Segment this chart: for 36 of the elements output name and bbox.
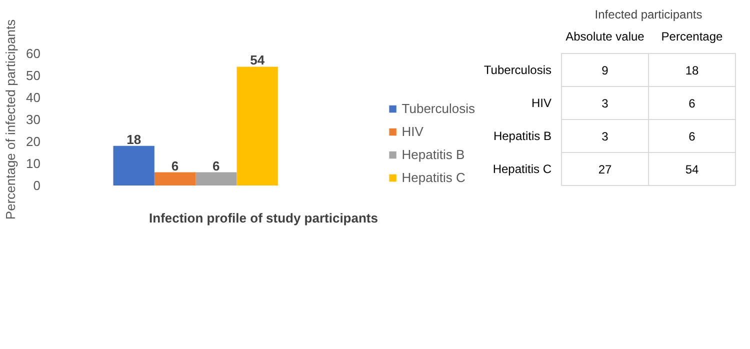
y-tick-label: 30 [26,112,41,127]
x-tick-label: Percentage [661,30,724,44]
legend-label: Hepatitis C [402,170,466,185]
data-label: 6 [688,130,696,144]
y-tick-label: 20 [26,134,41,149]
chart-title: Infected participants [594,8,702,22]
data-label: 18 [126,132,142,147]
y-tick-label: 10 [26,156,41,171]
data-label: 18 [685,64,699,78]
bar [113,146,154,186]
data-label: 54 [685,162,699,176]
y-tick-label: Hepatitis B [493,129,552,143]
bar [154,172,196,186]
data-label: 6 [688,96,696,110]
x-tick-label: Absolute value [566,30,645,44]
y-tick-label: Tuberculosis [484,63,552,77]
y-axis-title: Percentage of infected participants [3,18,18,220]
legend-label: Hepatitis B [402,147,465,162]
y-tick-label: Hepatitis C [492,162,552,176]
data-label: 9 [602,64,609,78]
y-tick-label: 0 [33,178,41,193]
bar [196,172,237,186]
legend-label: HIV [402,124,424,139]
x-axis-title: Infection profile of study participants [149,210,378,226]
data-label: 3 [602,130,609,144]
bar [236,66,278,186]
y-tick-label: 40 [26,90,41,105]
data-label: 6 [171,158,179,174]
data-label: 6 [212,158,220,174]
y-tick-label: 50 [26,68,41,83]
data-label: 54 [250,52,266,68]
data-label: 27 [598,162,612,176]
legend-label: Tuberculosis [402,101,475,116]
data-label: 3 [602,96,609,110]
y-tick-label: 60 [26,46,41,61]
y-tick-label: HIV [531,96,552,110]
